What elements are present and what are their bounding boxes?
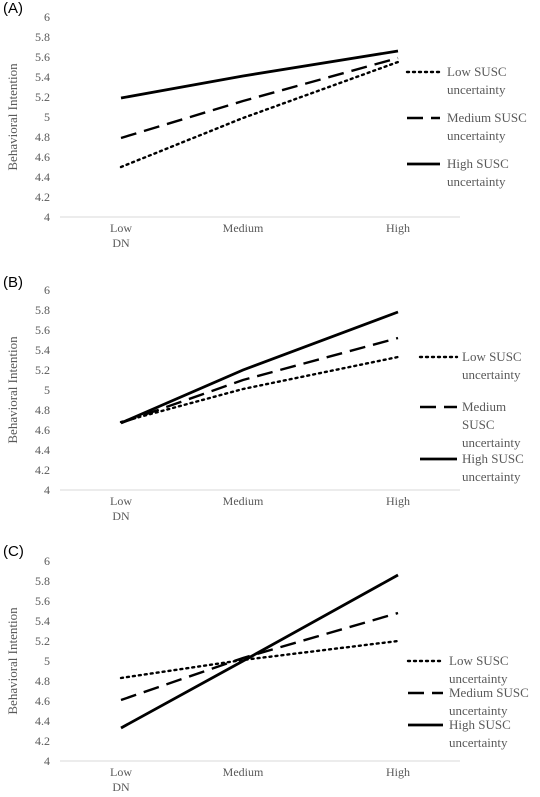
legend-label: High SUSC uncertainty — [449, 717, 511, 750]
y-tick-label: 6 — [44, 10, 50, 24]
y-tick-label: 5.4 — [35, 343, 50, 357]
y-tick-label: 5.4 — [35, 70, 50, 84]
chart-panel-3: (C) 4 4.2 4.4 4.6 4.8 5 5.2 5.4 5.6 5.8 6 Behavioral… — [3, 543, 529, 794]
x-tick-label: High — [386, 494, 410, 508]
legend-label: Low SUSC uncertainty — [447, 64, 507, 97]
y-tick-label: 4.8 — [35, 403, 50, 417]
y-tick-label: 5.2 — [35, 363, 50, 377]
chart-panel-1: (A) 4 4.2 4.4 4.6 4.8 5 5.2 5.4 5.6 5.8 6 Behavioral… — [3, 0, 527, 250]
series-line-dashed — [120, 611, 399, 702]
y-tick-label: 6 — [44, 283, 50, 297]
y-tick-label: 4.2 — [35, 190, 50, 204]
y-tick-label: 4.2 — [35, 463, 50, 477]
legend-label: Medium SUSC uncertainty — [447, 110, 527, 143]
y-tick-label: 6 — [44, 554, 50, 568]
series-line-solid — [120, 49, 399, 100]
series-line-solid — [120, 310, 399, 425]
y-tick-label: 4.8 — [35, 130, 50, 144]
y-tick-label: 4.4 — [35, 170, 50, 184]
y-tick-label: 5.8 — [35, 303, 50, 317]
legend-label: Medium SUSC uncertainty — [449, 685, 529, 718]
legend-label: Low SUSC uncertainty — [462, 349, 522, 382]
y-tick-label: 5 — [44, 110, 50, 124]
legend-label: Medium SUSC uncertainty — [462, 399, 521, 450]
x-tick-label: High — [386, 221, 410, 235]
y-tick-label: 5.6 — [35, 323, 50, 337]
y-tick-label: 4.4 — [35, 714, 50, 728]
x-tick-label: Medium — [223, 765, 264, 779]
panel-label: (C) — [3, 543, 24, 560]
legend-label: High SUSC uncertainty — [447, 156, 509, 189]
legend-label: High SUSC uncertainty — [462, 451, 524, 484]
y-tick-label: 5.2 — [35, 90, 50, 104]
x-tick-label: Low DN — [110, 765, 132, 794]
y-tick-label: 4 — [44, 754, 50, 768]
y-tick-label: 5.6 — [35, 594, 50, 608]
y-tick-label: 5.8 — [35, 574, 50, 588]
y-tick-label: 4.4 — [35, 443, 50, 457]
x-tick-label: Medium — [223, 221, 264, 235]
x-tick-label: High — [386, 765, 410, 779]
y-axis-title: Behavioral Intention — [5, 607, 20, 715]
y-tick-label: 5.6 — [35, 50, 50, 64]
y-tick-label: 5 — [44, 654, 50, 668]
series-line-dashed — [120, 56, 399, 140]
series-line-solid — [120, 573, 399, 730]
series-line-dotted — [119, 639, 400, 680]
y-tick-label: 4.8 — [35, 674, 50, 688]
y-tick-label: 4.6 — [35, 423, 50, 437]
y-tick-label: 5.8 — [35, 30, 50, 44]
chart-panel-2: (B) 4 4.2 4.4 4.6 4.8 5 5.2 5.4 5.6 5.8 6 Behavioral… — [3, 274, 524, 523]
y-tick-label: 5.4 — [35, 614, 50, 628]
y-tick-label: 4.2 — [35, 734, 50, 748]
series-line-dotted — [119, 60, 400, 169]
legend-label: Low SUSC uncertainty — [449, 653, 509, 686]
y-axis-title: Behavioral Intention — [5, 336, 20, 444]
y-tick-label: 4.6 — [35, 150, 50, 164]
x-tick-label: Low DN — [110, 221, 132, 250]
panel-label: (A) — [3, 0, 23, 17]
panel-label: (B) — [3, 274, 23, 291]
y-tick-label: 4 — [44, 483, 50, 497]
y-tick-label: 4.6 — [35, 694, 50, 708]
y-tick-label: 5 — [44, 383, 50, 397]
x-tick-label: Medium — [223, 494, 264, 508]
series-line-dotted — [119, 355, 400, 424]
y-axis-title: Behavioral Intention — [5, 63, 20, 171]
x-tick-label: Low DN — [110, 494, 132, 523]
y-tick-label: 5.2 — [35, 634, 50, 648]
y-tick-label: 4 — [44, 210, 50, 224]
series-line-dashed — [120, 336, 399, 425]
